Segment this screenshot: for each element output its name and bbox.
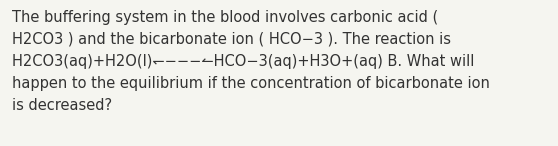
Text: The buffering system in the blood involves carbonic acid (: The buffering system in the blood involv… [12, 10, 438, 25]
Text: H2CO3(aq)+H2O(l)↽−−−↼HCO−3(aq)+H3O+(aq) B. What will: H2CO3(aq)+H2O(l)↽−−−↼HCO−3(aq)+H3O+(aq) … [12, 54, 474, 69]
Text: is decreased?: is decreased? [12, 98, 112, 113]
Text: H2CO3 ) and the bicarbonate ion ( HCO−3 ). The reaction is: H2CO3 ) and the bicarbonate ion ( HCO−3 … [12, 32, 451, 47]
Text: happen to the equilibrium if the concentration of bicarbonate ion: happen to the equilibrium if the concent… [12, 76, 490, 91]
